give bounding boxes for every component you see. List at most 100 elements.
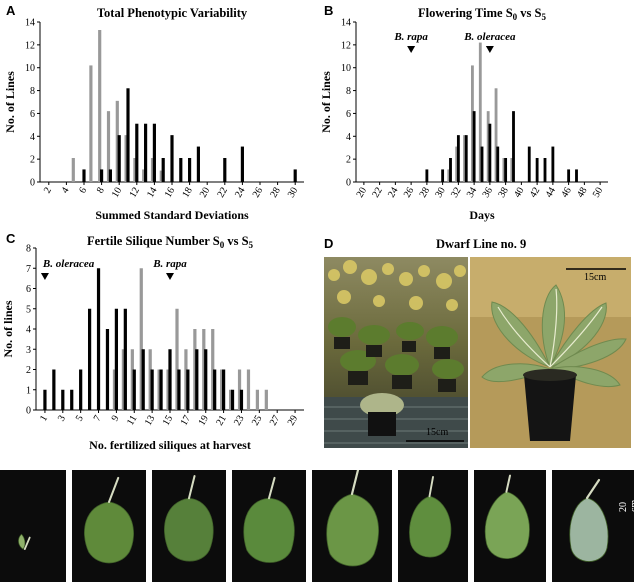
bar: [471, 65, 474, 182]
y-tick-label: 0: [346, 178, 351, 189]
leaf-1-photo: [0, 470, 66, 582]
x-tick-label: 30: [286, 186, 301, 200]
bar: [71, 158, 75, 182]
x-tick-label: 14: [145, 186, 160, 200]
bar: [510, 158, 514, 182]
bar: [220, 369, 224, 410]
chart-title-a: Total Phenotypic Variability: [97, 6, 248, 20]
x-tick-label: 10: [110, 186, 125, 200]
y-tick-label: 12: [341, 40, 351, 51]
bar: [157, 369, 161, 410]
bar: [478, 42, 482, 183]
bar: [237, 369, 242, 410]
bar: [159, 369, 163, 410]
y-tick-label: 14: [25, 18, 35, 29]
leaf-6: [409, 476, 452, 558]
leaf-3-photo: [152, 470, 226, 582]
bar: [179, 158, 183, 182]
greenhouse-image: [324, 257, 468, 448]
leaf-petiole: [428, 476, 434, 498]
leaf-4-photo: [232, 470, 306, 582]
bar: [70, 389, 74, 410]
bar: [79, 369, 83, 410]
panel-e: E 20 cm: [0, 460, 637, 585]
bar: [447, 169, 451, 182]
y-tick-label: 0: [26, 406, 31, 417]
bar: [230, 389, 235, 410]
bar: [148, 349, 152, 410]
bar: [535, 158, 539, 182]
x-tick-label: 42: [528, 186, 543, 200]
x-tick-label: 34: [465, 186, 480, 200]
leaf-7: [484, 474, 530, 559]
leaf-blade: [164, 497, 214, 562]
y-axis-label-b: No. of Lines: [319, 71, 333, 133]
x-tick-label: 28: [418, 186, 433, 200]
bar: [240, 146, 244, 182]
chart-a: A Total Phenotypic Variability02468101214…: [3, 3, 304, 222]
leaf-petiole: [107, 476, 120, 503]
x-tick-label: 4: [60, 186, 72, 196]
x-tick-label: 16: [163, 186, 178, 200]
annotation-label: B. rapa: [152, 258, 187, 270]
x-tick-label: 32: [449, 186, 464, 200]
leaf-strip: [0, 468, 637, 582]
bar: [455, 146, 459, 182]
bar: [96, 268, 101, 410]
bar: [152, 123, 156, 182]
bar: [496, 146, 500, 182]
x-tick-label: 13: [143, 414, 158, 428]
y-tick-label: 4: [346, 132, 351, 143]
leaf-blade: [484, 491, 530, 559]
x-tick-label: 27: [268, 414, 283, 428]
bar: [204, 349, 208, 410]
bar: [425, 169, 429, 182]
scale-label-e: 20 cm: [618, 499, 637, 512]
bar: [184, 349, 188, 410]
chart-title-b: Flowering Time S0 vs S5: [418, 6, 547, 22]
bar: [239, 389, 244, 410]
leaf-8: [569, 478, 609, 562]
leaf-petiole: [585, 478, 601, 500]
bar: [105, 329, 110, 410]
bar: [211, 329, 215, 410]
x-tick-label: 50: [591, 186, 606, 200]
y-tick-label: 4: [26, 325, 31, 336]
x-tick-label: 17: [179, 414, 194, 428]
bar: [223, 158, 227, 182]
bar: [166, 369, 170, 410]
bar: [502, 158, 506, 182]
bar: [177, 369, 181, 410]
x-tick-label: 11: [125, 414, 139, 428]
bar: [52, 369, 56, 410]
bar: [114, 308, 119, 410]
y-tick-label: 2: [346, 155, 351, 166]
x-tick-label: 48: [575, 186, 590, 200]
bar: [132, 369, 136, 410]
y-tick-label: 6: [26, 284, 31, 295]
leaf-6-photo: [398, 470, 468, 582]
x-tick-label: 25: [250, 414, 265, 428]
x-axis-label-a: Summed Standard Deviations: [95, 208, 249, 222]
bar: [575, 169, 578, 182]
bar: [43, 389, 47, 410]
x-tick-label: 19: [196, 414, 211, 428]
x-tick-label: 22: [370, 186, 385, 200]
y-tick-label: 14: [341, 18, 351, 29]
bar: [196, 146, 200, 182]
x-tick-label: 2: [42, 186, 54, 196]
greenhouse-photo: 15cm: [324, 257, 468, 448]
bar: [126, 88, 130, 182]
chart-c: C Fertile Silique Number S0 vs S501234567…: [1, 231, 304, 452]
y-tick-label: 10: [25, 63, 35, 74]
bar: [188, 158, 192, 182]
leaf-petiole: [187, 475, 196, 500]
leaf-5-photo: [312, 468, 392, 582]
bar: [213, 369, 217, 410]
bar: [486, 111, 490, 182]
bar: [512, 111, 515, 182]
leaf-blade: [409, 495, 452, 558]
x-tick-label: 46: [559, 186, 574, 200]
y-tick-label: 6: [30, 109, 35, 120]
leaf-blade: [84, 501, 134, 564]
